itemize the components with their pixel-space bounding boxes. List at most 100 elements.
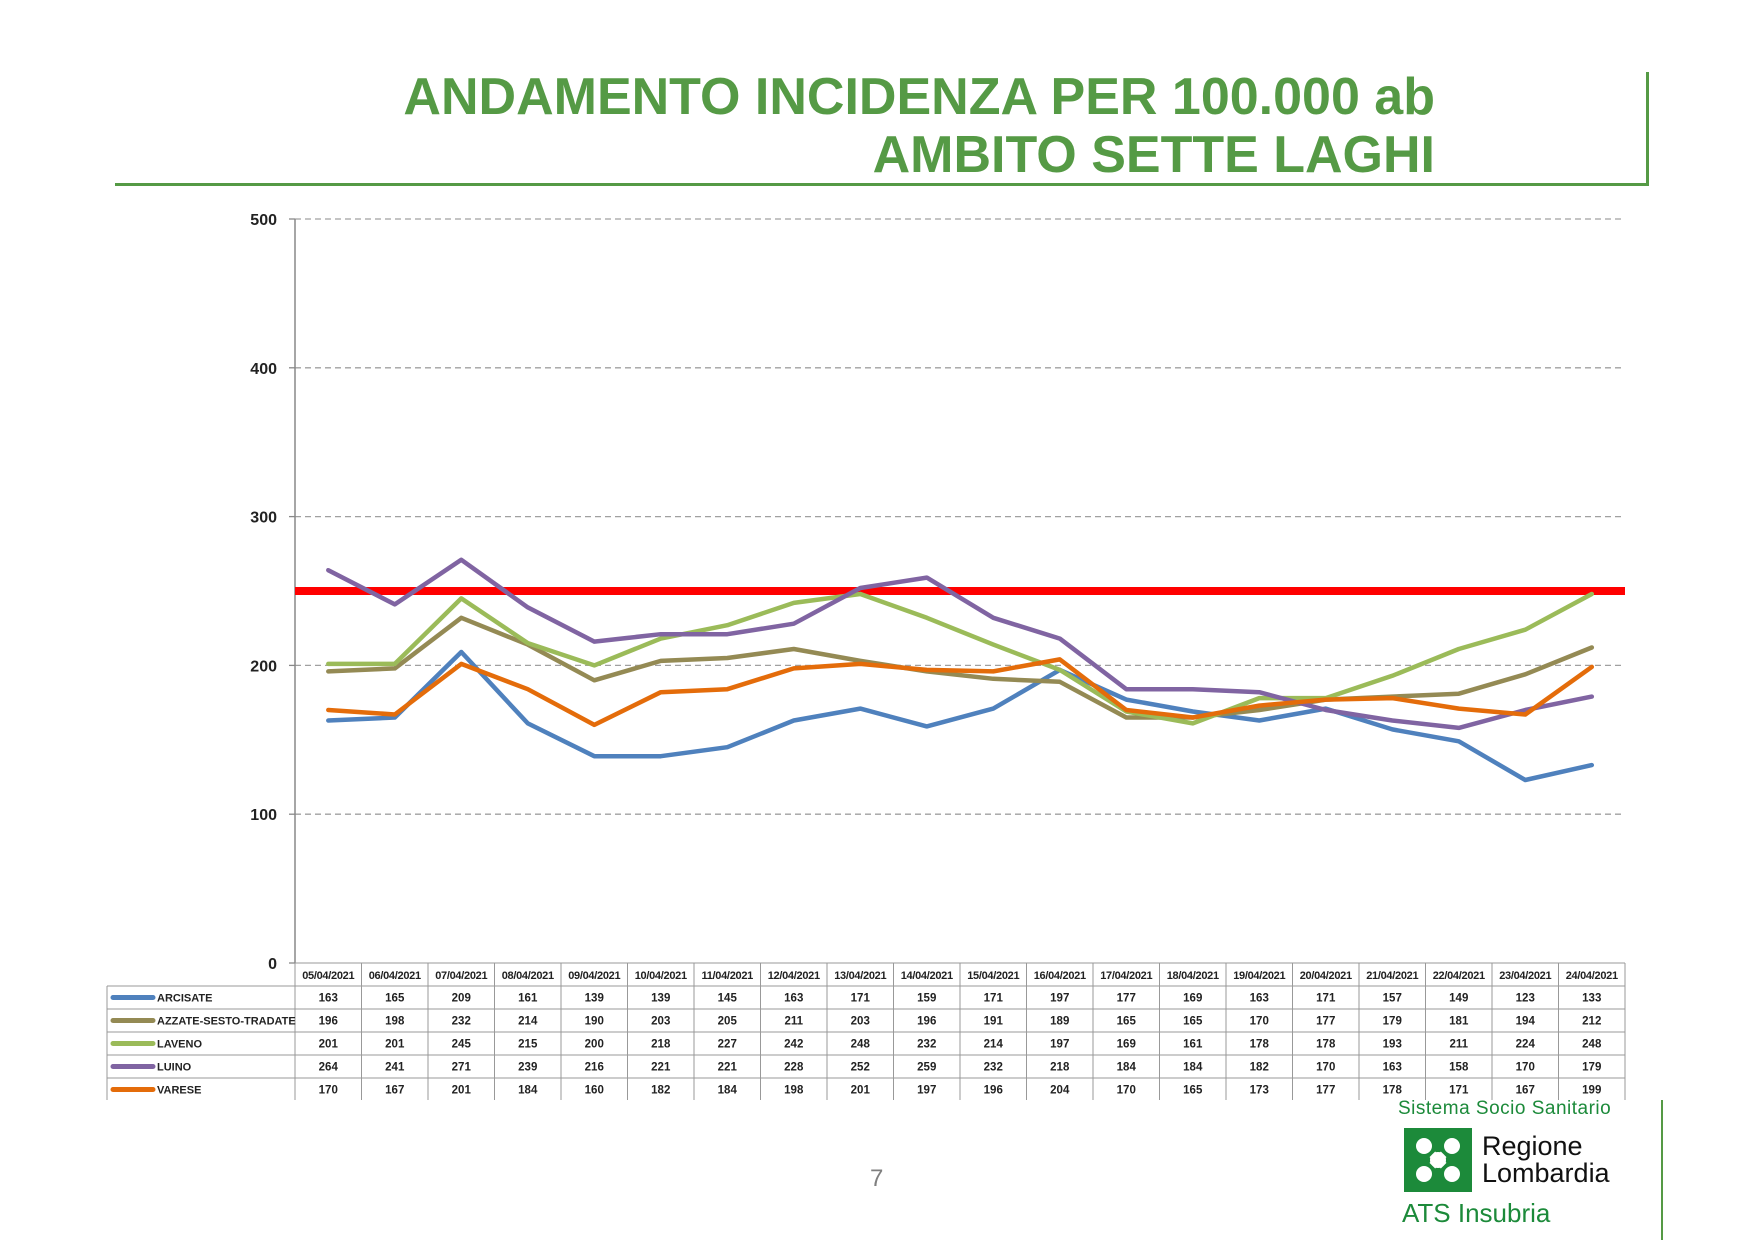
data-cell: 218 bbox=[1050, 1062, 1070, 1074]
x-tick-label: 06/04/2021 bbox=[369, 970, 421, 982]
data-cell: 160 bbox=[585, 1085, 604, 1097]
data-cell: 182 bbox=[651, 1085, 670, 1097]
data-cell: 241 bbox=[385, 1062, 405, 1074]
data-cell: 170 bbox=[1117, 1085, 1136, 1097]
data-cell: 193 bbox=[1383, 1039, 1402, 1051]
x-tick-label: 12/04/2021 bbox=[768, 970, 820, 982]
data-cell: 139 bbox=[651, 993, 670, 1005]
data-cell: 157 bbox=[1383, 993, 1402, 1005]
footer-brand-line-2: Lombardia bbox=[1482, 1158, 1610, 1188]
data-cell: 163 bbox=[1383, 1062, 1402, 1074]
data-cell: 169 bbox=[1183, 993, 1202, 1005]
data-cell: 197 bbox=[1050, 993, 1069, 1005]
data-cell: 209 bbox=[452, 993, 471, 1005]
data-cell: 214 bbox=[984, 1039, 1004, 1051]
data-cell: 167 bbox=[385, 1085, 404, 1097]
data-cell: 218 bbox=[651, 1039, 671, 1051]
x-tick-label: 10/04/2021 bbox=[635, 970, 687, 982]
data-cell: 232 bbox=[452, 1016, 471, 1028]
data-cell: 159 bbox=[917, 993, 936, 1005]
data-cell: 191 bbox=[984, 1016, 1004, 1028]
y-tick-label: 500 bbox=[250, 212, 277, 229]
footer-vertical-rule bbox=[1661, 1100, 1663, 1240]
data-cell: 221 bbox=[651, 1062, 671, 1074]
data-cell: 196 bbox=[917, 1016, 936, 1028]
x-tick-label: 08/04/2021 bbox=[502, 970, 554, 982]
data-cell: 242 bbox=[784, 1039, 803, 1051]
data-cell: 184 bbox=[518, 1085, 538, 1097]
series-line-varese bbox=[326, 657, 1595, 728]
y-tick-label: 400 bbox=[250, 361, 277, 378]
x-tick-label: 18/04/2021 bbox=[1167, 970, 1219, 982]
data-cell: 178 bbox=[1250, 1039, 1270, 1051]
data-cell: 167 bbox=[1516, 1085, 1535, 1097]
data-cell: 252 bbox=[851, 1062, 870, 1074]
data-cell: 179 bbox=[1582, 1062, 1601, 1074]
data-cell: 216 bbox=[585, 1062, 604, 1074]
data-cell: 165 bbox=[1183, 1016, 1203, 1028]
data-cell: 158 bbox=[1449, 1062, 1469, 1074]
data-cell: 173 bbox=[1250, 1085, 1269, 1097]
data-cell: 169 bbox=[1117, 1039, 1136, 1051]
data-cell: 179 bbox=[1383, 1016, 1402, 1028]
data-cell: 177 bbox=[1316, 1085, 1335, 1097]
data-cell: 203 bbox=[851, 1016, 870, 1028]
x-tick-label: 09/04/2021 bbox=[568, 970, 620, 982]
x-tick-label: 19/04/2021 bbox=[1233, 970, 1285, 982]
data-cell: 196 bbox=[319, 1016, 338, 1028]
data-cell: 194 bbox=[1516, 1016, 1536, 1028]
data-cell: 271 bbox=[452, 1062, 472, 1074]
data-cell: 228 bbox=[784, 1062, 804, 1074]
data-cell: 184 bbox=[1117, 1062, 1137, 1074]
y-tick-label: 200 bbox=[250, 658, 277, 675]
legend-label: ARCISATE bbox=[157, 993, 212, 1005]
data-cell: 239 bbox=[518, 1062, 537, 1074]
x-tick-label: 05/04/2021 bbox=[302, 970, 354, 982]
data-cell: 196 bbox=[984, 1085, 1003, 1097]
data-cell: 171 bbox=[1449, 1085, 1469, 1097]
x-tick-label: 20/04/2021 bbox=[1300, 970, 1352, 982]
data-cell: 215 bbox=[518, 1039, 538, 1051]
series-line-luino bbox=[326, 557, 1595, 731]
x-tick-label: 07/04/2021 bbox=[435, 970, 487, 982]
data-cell: 201 bbox=[385, 1039, 405, 1051]
data-cell: 133 bbox=[1582, 993, 1601, 1005]
footer-brand: Regione Lombardia bbox=[1482, 1133, 1610, 1187]
data-cell: 171 bbox=[851, 993, 871, 1005]
y-tick-label: 0 bbox=[268, 956, 277, 973]
data-cell: 211 bbox=[784, 1016, 803, 1028]
data-cell: 245 bbox=[452, 1039, 472, 1051]
title-line-2: AMBITO SETTE LAGHI bbox=[872, 126, 1435, 184]
data-cell: 203 bbox=[651, 1016, 670, 1028]
data-cell: 190 bbox=[585, 1016, 604, 1028]
data-cell: 232 bbox=[984, 1062, 1003, 1074]
data-cell: 181 bbox=[1449, 1016, 1469, 1028]
data-cell: 264 bbox=[319, 1062, 339, 1074]
data-cell: 123 bbox=[1516, 993, 1535, 1005]
data-cell: 248 bbox=[1582, 1039, 1602, 1051]
data-cell: 214 bbox=[518, 1016, 538, 1028]
data-cell: 224 bbox=[1516, 1039, 1536, 1051]
data-cell: 165 bbox=[385, 993, 405, 1005]
data-cell: 170 bbox=[319, 1085, 338, 1097]
legend-label: VARESE bbox=[157, 1085, 201, 1097]
footer-system-label: Sistema Socio Sanitario bbox=[1398, 1098, 1612, 1119]
data-cell: 177 bbox=[1316, 1016, 1335, 1028]
data-cell: 184 bbox=[1183, 1062, 1203, 1074]
data-cell: 198 bbox=[385, 1016, 405, 1028]
x-tick-label: 14/04/2021 bbox=[901, 970, 953, 982]
data-cell: 161 bbox=[1183, 1039, 1203, 1051]
x-tick-label: 11/04/2021 bbox=[702, 970, 754, 982]
legend-label: AZZATE-SESTO-TRADATE bbox=[157, 1016, 296, 1028]
data-cell: 163 bbox=[319, 993, 338, 1005]
data-cell: 145 bbox=[718, 993, 738, 1005]
title-line-1: ANDAMENTO INCIDENZA PER 100.000 ab bbox=[403, 68, 1435, 126]
data-cell: 204 bbox=[1050, 1085, 1070, 1097]
footer-ats-label: ATS Insubria bbox=[1402, 1198, 1551, 1228]
data-cell: 171 bbox=[1316, 993, 1336, 1005]
series-line-arcisate bbox=[326, 649, 1595, 783]
title-horizontal-rule bbox=[115, 183, 1649, 186]
data-cell: 248 bbox=[851, 1039, 871, 1051]
data-cell: 170 bbox=[1316, 1062, 1335, 1074]
x-tick-label: 17/04/2021 bbox=[1100, 970, 1152, 982]
